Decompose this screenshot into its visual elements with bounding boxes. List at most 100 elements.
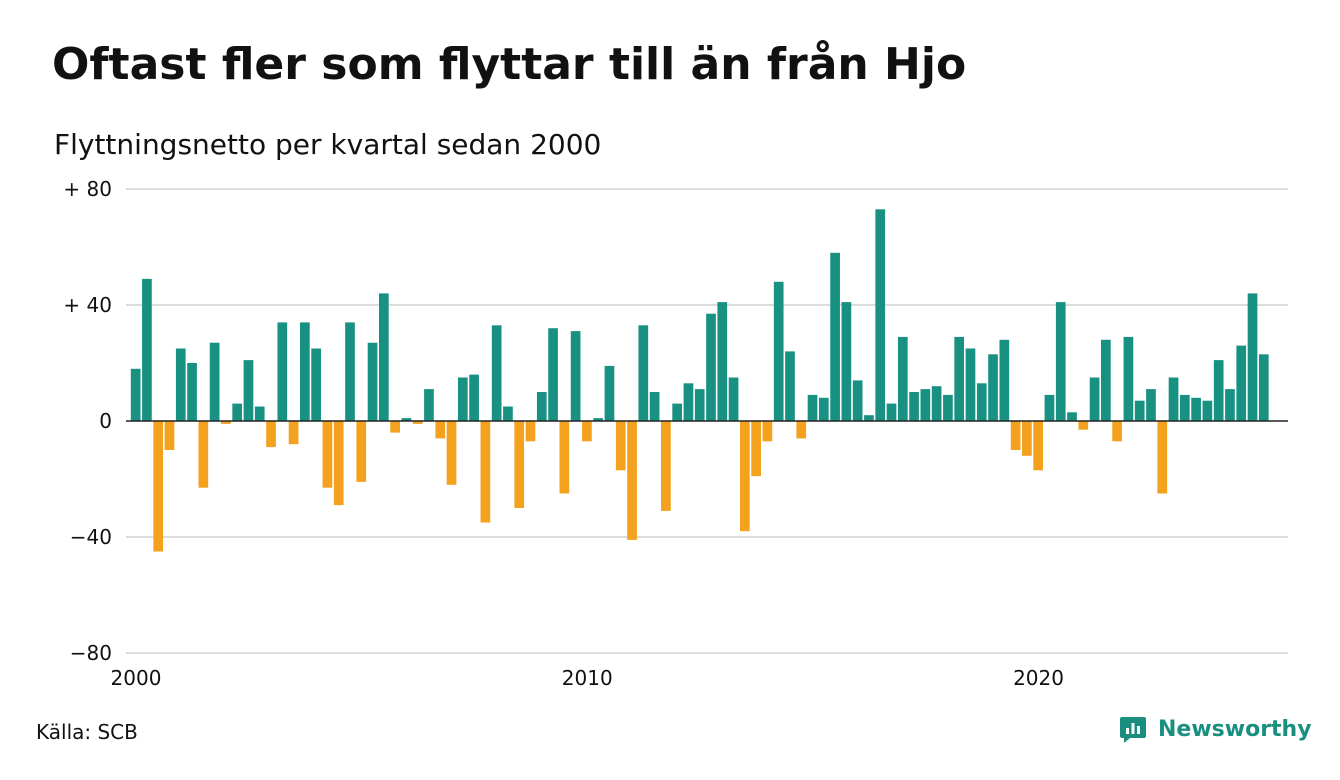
bar — [785, 351, 795, 421]
bar — [1067, 412, 1077, 421]
bar — [333, 421, 344, 506]
bar — [1179, 394, 1190, 421]
bar — [390, 421, 400, 433]
bar — [931, 386, 942, 421]
chart-subtitle: Flyttningsnetto per kvartal sedan 2000 — [54, 128, 602, 161]
bar — [852, 380, 863, 421]
bar — [243, 360, 254, 421]
bar — [142, 278, 152, 421]
bar — [209, 342, 220, 421]
bar — [875, 209, 886, 421]
bar — [807, 394, 818, 421]
bar — [457, 377, 468, 421]
gridlines — [126, 188, 1288, 654]
bar — [661, 421, 671, 511]
bar — [717, 302, 728, 421]
y-tick-label: + 80 — [63, 177, 112, 201]
bar — [954, 336, 965, 421]
bar — [525, 421, 536, 442]
bar — [198, 421, 209, 488]
bar — [1033, 421, 1044, 471]
newsworthy-logo-icon — [1120, 717, 1146, 743]
bar — [130, 368, 141, 421]
bar — [615, 421, 626, 471]
bar — [469, 374, 479, 421]
bar — [480, 421, 491, 523]
bar — [864, 415, 874, 421]
bar — [965, 348, 976, 421]
bar — [153, 421, 164, 552]
bar — [300, 322, 310, 421]
bar — [356, 421, 367, 482]
bar — [254, 406, 265, 421]
bar — [1112, 421, 1122, 442]
bar — [446, 421, 457, 485]
y-tick-label: + 40 — [63, 293, 112, 317]
bar — [841, 302, 852, 421]
bar — [1213, 360, 1224, 421]
bar — [322, 421, 333, 488]
bar — [830, 252, 840, 421]
y-tick-label: 0 — [99, 409, 112, 433]
bar — [570, 331, 581, 421]
bar — [1078, 421, 1089, 430]
bar — [988, 354, 998, 421]
bar — [796, 421, 807, 439]
bar — [627, 421, 637, 540]
bar — [491, 325, 502, 421]
bar — [1089, 377, 1100, 421]
bar — [1202, 400, 1213, 421]
bar — [266, 421, 276, 448]
bar — [401, 418, 412, 421]
chart-title: Oftast fler som flyttar till än från Hjo — [52, 39, 967, 90]
bar — [1146, 389, 1156, 421]
bar — [221, 421, 231, 424]
bar — [943, 394, 953, 421]
bar — [582, 421, 592, 442]
bar — [999, 339, 1010, 421]
bar — [424, 389, 434, 421]
bar — [232, 403, 243, 421]
bar — [187, 363, 197, 421]
bar — [288, 421, 299, 445]
bar — [672, 403, 682, 421]
bar — [559, 421, 570, 494]
bar — [649, 392, 660, 421]
brand[interactable]: Newsworthy — [1118, 714, 1312, 744]
bar — [886, 403, 897, 421]
bar — [604, 365, 615, 421]
bar — [694, 389, 705, 421]
y-axis-ticks: + 80 + 40 0 −40 −80 — [63, 177, 112, 665]
bar — [1247, 293, 1258, 421]
bar — [751, 421, 761, 477]
bar — [277, 322, 288, 421]
bar — [897, 336, 908, 421]
bar — [1236, 345, 1247, 421]
bar — [728, 377, 739, 421]
bar — [706, 313, 716, 421]
source-note: Källa: SCB — [36, 720, 138, 744]
bar — [345, 322, 355, 421]
bar — [175, 348, 186, 421]
bar — [412, 421, 423, 424]
bar — [1225, 389, 1235, 421]
y-tick-label: −40 — [70, 525, 112, 549]
bar — [818, 397, 829, 421]
x-axis-ticks: 2000 2010 2020 — [111, 666, 1064, 690]
bar — [593, 418, 604, 421]
bar — [683, 383, 694, 421]
bar — [1101, 339, 1111, 421]
bar — [739, 421, 750, 532]
bar — [1168, 377, 1179, 421]
bar — [1191, 397, 1201, 421]
bar — [1044, 394, 1055, 421]
x-tick-label: 2020 — [1013, 666, 1064, 690]
bar — [1010, 421, 1021, 450]
bar — [1022, 421, 1032, 456]
y-tick-label: −80 — [70, 641, 112, 665]
bars — [130, 209, 1269, 552]
bar — [378, 293, 389, 421]
bar — [976, 383, 987, 421]
bar — [1055, 302, 1066, 421]
